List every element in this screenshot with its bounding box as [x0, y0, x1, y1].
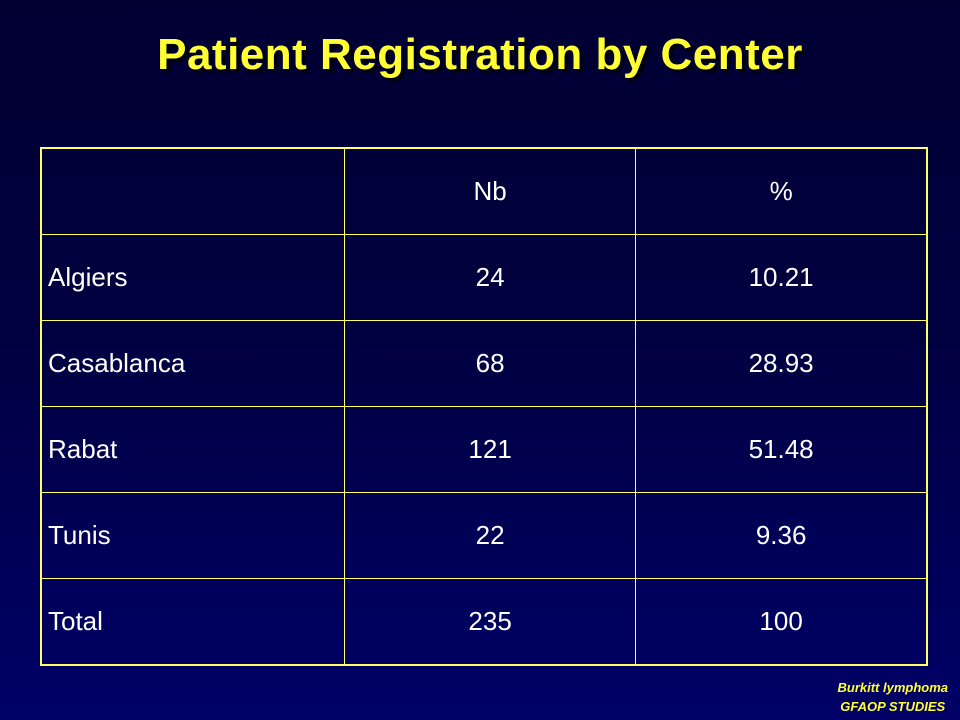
table-row: Casablanca 68 28.93: [40, 320, 928, 407]
footer-line-study: Burkitt lymphoma: [837, 680, 948, 695]
total-percent-cell: 100: [635, 578, 928, 666]
table-row: Algiers 24 10.21: [40, 234, 928, 321]
center-name-cell: Tunis: [40, 492, 345, 579]
center-name-cell: Algiers: [40, 234, 345, 321]
header-cell-percent: %: [635, 147, 928, 235]
nb-cell: 24: [343, 234, 637, 321]
nb-cell: 22: [343, 492, 637, 579]
percent-cell: 10.21: [635, 234, 928, 321]
slide-title: Patient Registration by Center: [157, 30, 803, 79]
percent-cell: 9.36: [635, 492, 928, 579]
header-cell-nb: Nb: [343, 147, 637, 235]
nb-cell: 121: [343, 406, 637, 493]
footer-caption: Burkitt lymphoma GFAOP STUDIES: [837, 678, 948, 716]
nb-cell: 68: [343, 320, 637, 407]
table-total-row: Total 235 100: [40, 578, 928, 666]
registration-table: Nb % Algiers 24 10.21 Casablanca 68 28.9…: [40, 147, 928, 666]
total-nb-cell: 235: [343, 578, 637, 666]
table-row: Rabat 121 51.48: [40, 406, 928, 493]
percent-cell: 51.48: [635, 406, 928, 493]
percent-cell: 28.93: [635, 320, 928, 407]
table-header-row: Nb %: [40, 147, 928, 235]
total-label-cell: Total: [40, 578, 345, 666]
center-name-cell: Casablanca: [40, 320, 345, 407]
header-cell-empty: [40, 147, 345, 235]
center-name-cell: Rabat: [40, 406, 345, 493]
footer-line-group: GFAOP STUDIES: [840, 699, 946, 714]
table-row: Tunis 22 9.36: [40, 492, 928, 579]
